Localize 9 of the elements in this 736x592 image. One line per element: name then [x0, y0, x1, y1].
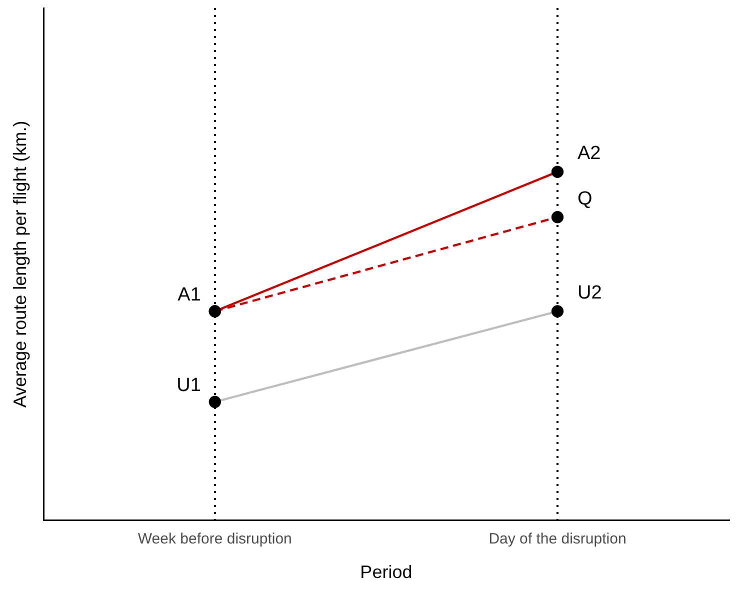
y-axis-title: Average route length per flight (km.) — [10, 120, 30, 408]
annotation: Q — [578, 188, 592, 210]
x-tick-label: Day of the disruption — [488, 530, 626, 548]
annotation: U2 — [578, 282, 602, 304]
x-tick-label: Week before disruption — [138, 530, 292, 548]
annotation: A2 — [578, 143, 601, 164]
x-axis-title: Period — [360, 562, 412, 582]
annotation: U1 — [176, 375, 201, 396]
annotation: A1 — [178, 284, 201, 306]
